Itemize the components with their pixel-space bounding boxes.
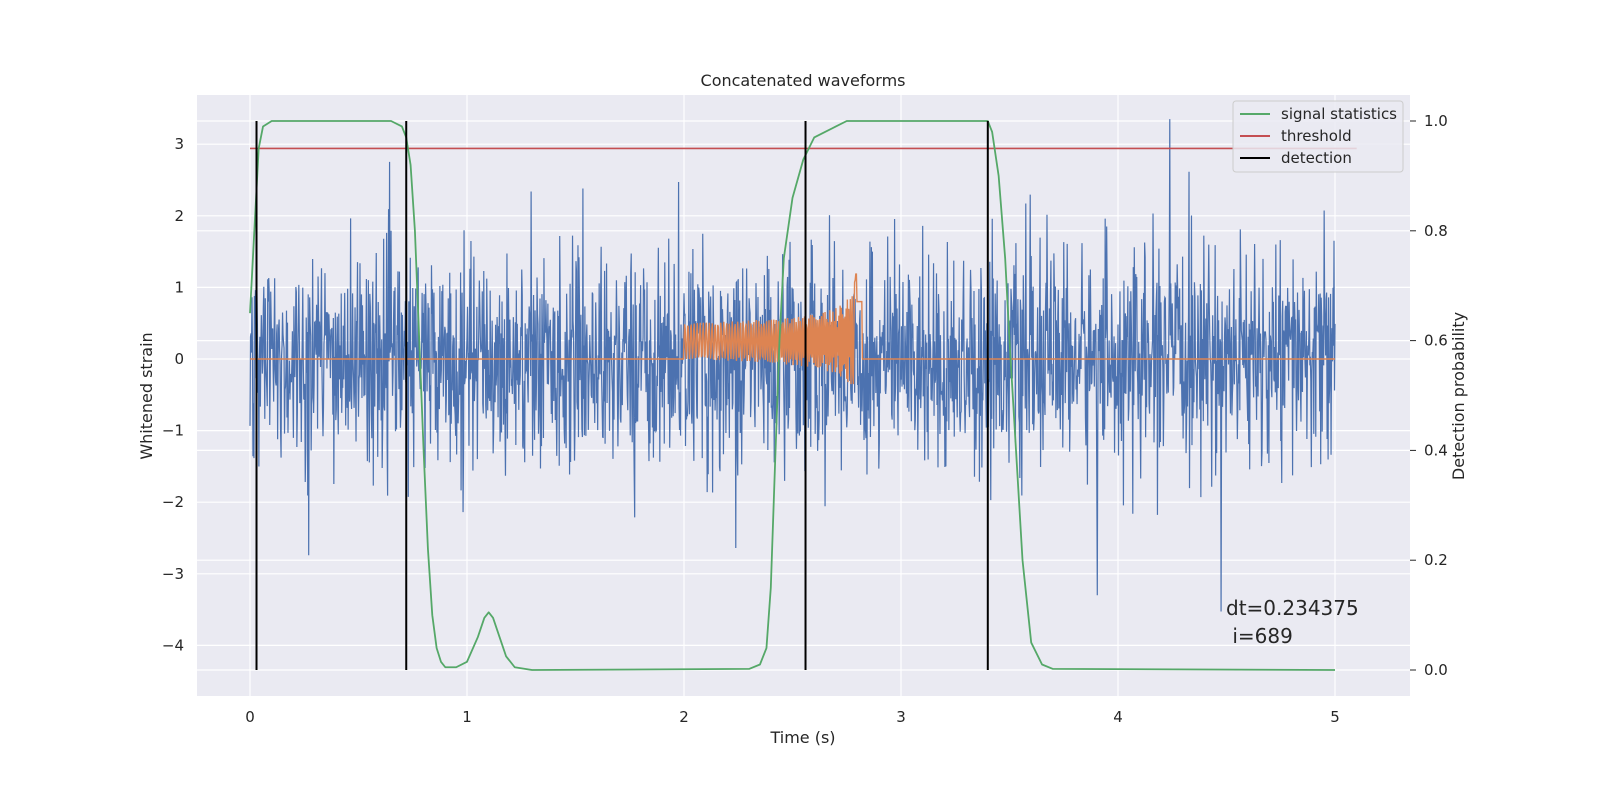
- y2-tick-label: 1.0: [1424, 112, 1448, 130]
- y-tick-label: −3: [162, 565, 184, 583]
- x-axis-label: Time (s): [769, 728, 835, 747]
- x-tick-label: 5: [1330, 708, 1340, 726]
- y-tick-label: 3: [174, 135, 184, 153]
- legend-label-signal-statistics: signal statistics: [1281, 105, 1397, 123]
- ticks: 0 1 2 3 4 5 3 2 1 0 −1 −2 −3 −4 1.0 0.8 0.6 0.4 0.2 0.0: [162, 112, 1448, 726]
- y-axis-label: Whitened strain: [137, 332, 156, 459]
- x-tick-label: 0: [245, 708, 255, 726]
- legend: signal statistics threshold detection: [1232, 100, 1404, 173]
- x-tick-label: 1: [462, 708, 472, 726]
- legend-box: [1232, 100, 1404, 173]
- series-line-injected-chirp: [250, 273, 1335, 385]
- y-tick-label: −4: [162, 636, 184, 654]
- y-tick-label: 2: [174, 207, 184, 225]
- legend-label-threshold: threshold: [1281, 127, 1352, 145]
- y-tick-label: −1: [162, 422, 184, 440]
- y-tick-label: −2: [162, 493, 184, 511]
- series-layer: [249, 119, 1357, 671]
- annotation-dt: dt=0.234375: [1226, 596, 1359, 620]
- y2-tick-label: 0.4: [1424, 441, 1448, 459]
- series-line-signal-statistics: [249, 120, 1336, 671]
- annotation-i: i=689: [1226, 624, 1293, 648]
- y2-tick-label: 0.8: [1424, 222, 1448, 240]
- y2-tick-label: 0.2: [1424, 551, 1448, 569]
- y2-tick-label: 0.0: [1424, 661, 1448, 679]
- legend-label-detection: detection: [1281, 149, 1352, 167]
- y-tick-label: 0: [174, 350, 184, 368]
- x-tick-label: 4: [1113, 708, 1123, 726]
- y-tick-label: 1: [174, 278, 184, 296]
- x-tick-label: 2: [679, 708, 689, 726]
- x-tick-label: 3: [896, 708, 906, 726]
- y2-axis-label: Detection probability: [1449, 312, 1468, 480]
- chart-title: Concatenated waveforms: [701, 71, 906, 90]
- y2-tick-label: 0.6: [1424, 332, 1448, 350]
